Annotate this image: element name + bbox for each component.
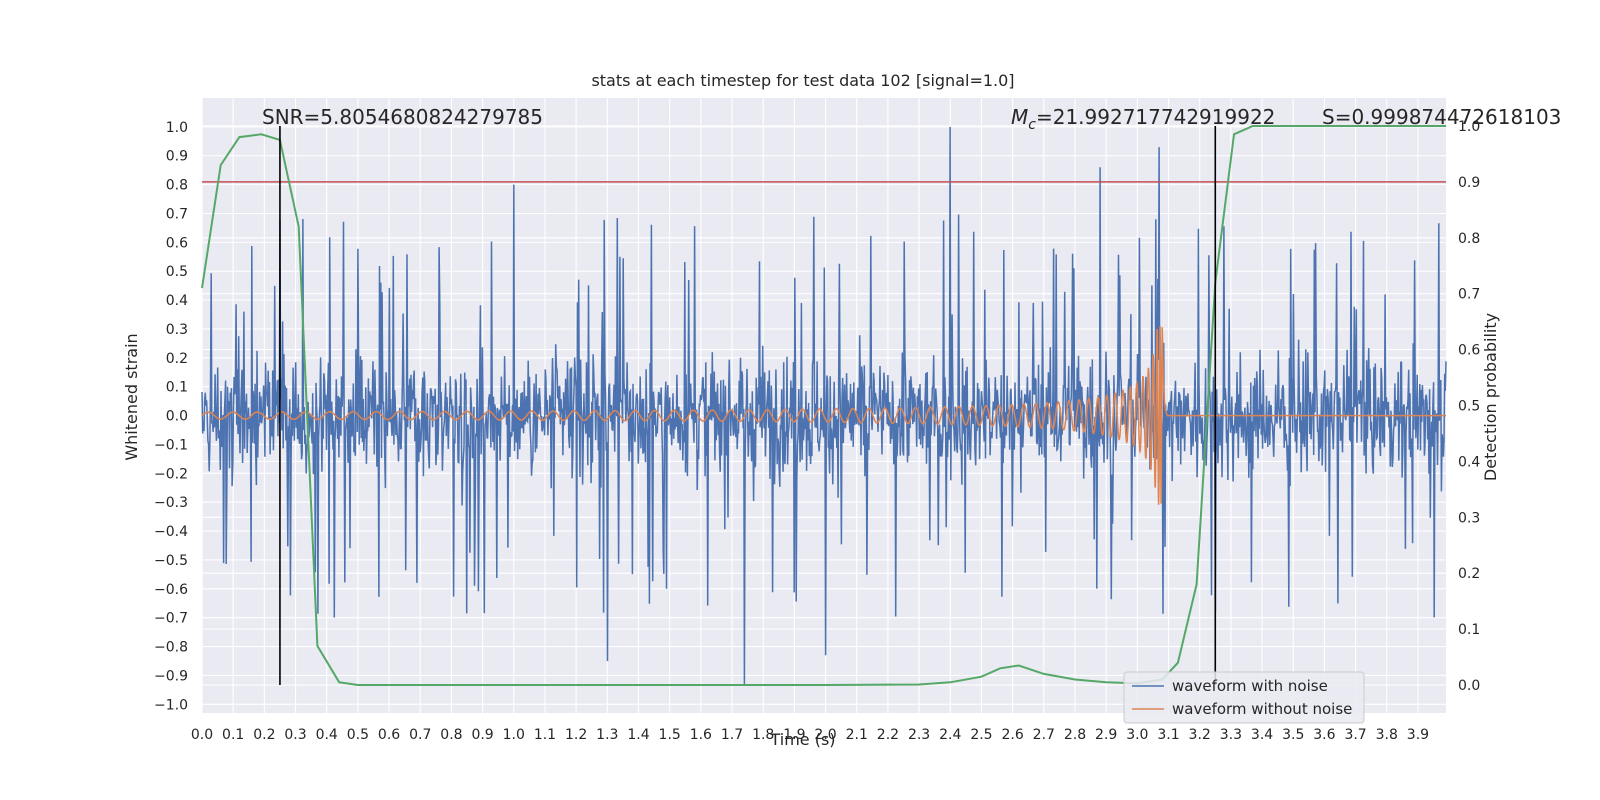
legend-label-clean: waveform without noise: [1172, 700, 1352, 718]
x-tick-label: 2.3: [908, 727, 930, 743]
y2-tick-label: 0.0: [1458, 678, 1480, 694]
y2-tick-label: 1.0: [1458, 119, 1480, 135]
chirp-mass-subscript: c: [1028, 117, 1036, 133]
chart-title: stats at each timestep for test data 102…: [591, 71, 1014, 90]
chirp-mass-symbol: M: [1011, 105, 1028, 129]
x-tick-label: 0.6: [378, 727, 400, 743]
y-tick-label: 0.1: [166, 380, 188, 396]
y-tick-label: 0.6: [166, 235, 188, 251]
x-tick-label: 1.3: [596, 727, 618, 743]
x-tick-label: 2.9: [1095, 727, 1117, 743]
x-tick-label: 0.3: [284, 727, 306, 743]
x-tick-label: 2.2: [877, 727, 899, 743]
x-tick-label: 1.8: [752, 727, 774, 743]
x-tick-label: 0.9: [471, 727, 493, 743]
y2-axis-label: Detection probability: [1481, 313, 1500, 481]
chirp-mass-annotation: Mc=21.992717742919922: [1011, 105, 1275, 133]
y2-tick-label: 0.5: [1458, 399, 1480, 415]
y-tick-label: 0.2: [166, 351, 188, 367]
y-tick-label: 0.3: [166, 322, 188, 338]
x-tick-label: 2.8: [1064, 727, 1086, 743]
waveform-with-noise-line: [201, 126, 1447, 685]
x-tick-label: 2.5: [970, 727, 992, 743]
waveform-without-noise-line: [201, 326, 1446, 505]
y-tick-label: −0.2: [154, 466, 188, 482]
y2-tick-label: 0.9: [1458, 175, 1480, 191]
y-tick-label: −0.4: [154, 524, 188, 540]
y2-tick-label: 0.3: [1458, 510, 1480, 526]
x-tick-label: 2.6: [1001, 727, 1023, 743]
detection-probability-line: [201, 125, 1446, 686]
series-waveform-with-noise: [201, 126, 1447, 685]
x-tick-label: 3.8: [1376, 727, 1398, 743]
legend-label-noise: waveform with noise: [1172, 677, 1328, 695]
x-tick-label: 0.5: [347, 727, 369, 743]
x-tick-label: 3.4: [1251, 727, 1273, 743]
y-tick-label: 0.0: [166, 409, 188, 425]
y2-tick-label: 0.1: [1458, 622, 1480, 638]
y-tick-label: −0.7: [154, 611, 188, 627]
y-tick-label: 0.8: [166, 178, 188, 194]
y-tick-label: 0.9: [166, 149, 188, 165]
y-tick-label: −0.1: [154, 437, 188, 453]
x-tick-label: 1.1: [534, 727, 556, 743]
x-tick-label: 0.0: [191, 727, 213, 743]
x-tick-label: 2.0: [814, 727, 836, 743]
x-tick-label: 1.5: [659, 727, 681, 743]
x-tick-label: 1.2: [565, 727, 587, 743]
x-tick-label: 3.2: [1189, 727, 1211, 743]
x-tick-label: 0.1: [222, 727, 244, 743]
y-tick-label: −0.5: [154, 553, 188, 569]
x-tick-label: 0.7: [409, 727, 431, 743]
x-tick-label: 1.7: [721, 727, 743, 743]
tick-labels: 0.0 0.1 0.2 0.3 0.4 0.5 0.6 0.7 0.8 0.9 1.0 1.1 1.2 1…: [154, 119, 1480, 743]
y-tick-label: −0.8: [154, 640, 188, 656]
x-tick-label: 3.7: [1344, 727, 1366, 743]
x-axis-label: Time (s): [769, 730, 835, 749]
x-tick-label: 3.3: [1220, 727, 1242, 743]
x-tick-label: 3.6: [1313, 727, 1335, 743]
y-tick-label: −0.6: [154, 582, 188, 598]
x-tick-label: 1.4: [627, 727, 649, 743]
snr-annotation: SNR=5.8054680824279785: [262, 105, 543, 129]
y-tick-label: −1.0: [154, 697, 188, 713]
x-tick-label: 2.1: [846, 727, 868, 743]
series-waveform-without-noise: [201, 326, 1446, 505]
x-tick-label: 1.6: [690, 727, 712, 743]
y-tick-label: 1.0: [166, 120, 188, 136]
overlay-lines: [201, 125, 1446, 686]
stat-annotation: S=0.999874472618103: [1322, 105, 1561, 129]
y2-tick-label: 0.4: [1458, 454, 1480, 470]
y2-tick-label: 0.7: [1458, 287, 1480, 303]
y-tick-label: 0.4: [166, 293, 188, 309]
x-tick-label: 3.9: [1407, 727, 1429, 743]
y-axis-label: Whitened strain: [122, 333, 141, 460]
legend-box: [1123, 671, 1365, 724]
x-tick-label: 0.2: [253, 727, 275, 743]
chirp-mass-value: =21.992717742919922: [1036, 105, 1275, 129]
x-tick-label: 2.7: [1033, 727, 1055, 743]
x-tick-label: 0.8: [440, 727, 462, 743]
x-tick-label: 1.9: [783, 727, 805, 743]
y-tick-label: 0.7: [166, 206, 188, 222]
x-tick-label: 3.0: [1126, 727, 1148, 743]
y2-tick-label: 0.8: [1458, 231, 1480, 247]
x-tick-label: 1.0: [503, 727, 525, 743]
x-tick-label: 3.5: [1282, 727, 1304, 743]
x-tick-label: 3.1: [1157, 727, 1179, 743]
y-tick-label: −0.3: [154, 495, 188, 511]
x-tick-label: 2.4: [939, 727, 961, 743]
y-tick-label: 0.5: [166, 264, 188, 280]
x-tick-label: 0.4: [316, 727, 338, 743]
y-tick-label: −0.9: [154, 668, 188, 684]
legend: waveform with noise waveform without noi…: [1123, 671, 1365, 724]
y2-tick-label: 0.6: [1458, 343, 1480, 359]
y2-tick-label: 0.2: [1458, 566, 1480, 582]
